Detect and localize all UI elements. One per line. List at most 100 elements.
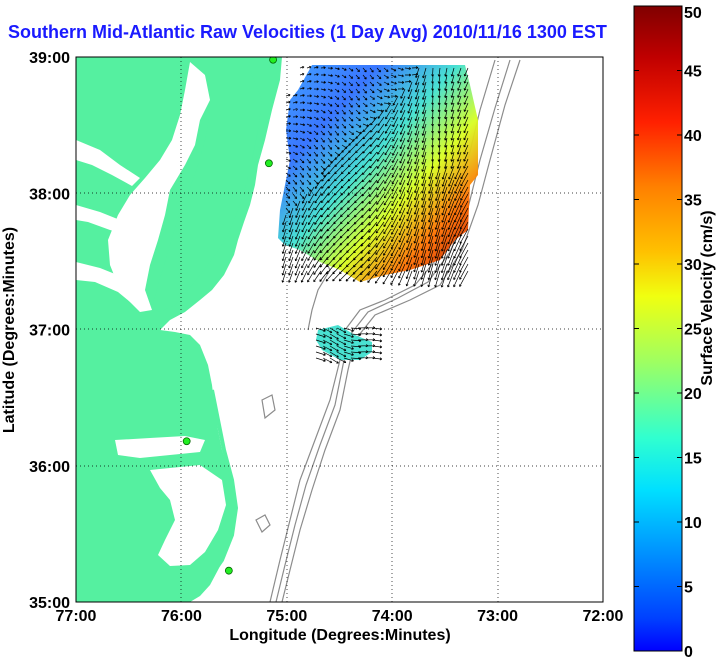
velocity-arrow <box>407 81 413 92</box>
velocity-arrow <box>315 327 326 332</box>
velocity-arrow <box>285 93 291 97</box>
velocity-arrow <box>362 88 367 94</box>
velocity-arrow <box>414 137 420 150</box>
velocity-arrow <box>376 186 385 198</box>
velocity-arrow <box>457 116 462 127</box>
velocity-arrow <box>329 333 339 340</box>
velocity-arrow <box>292 122 299 126</box>
velocity-arrow <box>392 144 399 156</box>
velocity-arrow <box>463 158 469 169</box>
velocity-arrow <box>327 95 333 100</box>
velocity-arrow <box>343 345 354 350</box>
velocity-arrow <box>362 116 369 121</box>
velocity-arrow <box>320 80 326 84</box>
velocity-arrow <box>414 144 420 158</box>
velocity-arrow <box>435 172 441 187</box>
velocity-arrow <box>299 144 305 149</box>
plot-area <box>76 57 603 602</box>
york-james-rivers <box>76 262 145 306</box>
velocity-arrow <box>295 228 301 240</box>
velocity-arrow <box>341 81 347 86</box>
velocity-arrow <box>369 144 378 155</box>
y-tick-label: 37:00 <box>29 323 70 340</box>
velocity-arrow <box>288 207 294 218</box>
velocity-arrow <box>406 228 413 244</box>
velocity-arrow <box>441 186 448 202</box>
velocity-arrow <box>463 130 469 141</box>
velocity-vectors <box>281 65 469 364</box>
x-tick-label: 73:00 <box>477 608 518 625</box>
velocity-arrow <box>414 158 420 172</box>
velocity-arrow <box>456 151 462 162</box>
velocity-arrow <box>391 172 399 185</box>
velocity-arrow <box>334 81 340 85</box>
velocity-arrow <box>306 165 311 171</box>
velocity-arrow <box>414 130 420 143</box>
velocity-arrow <box>355 95 360 101</box>
velocity-arrow <box>414 116 420 129</box>
x-tick-label: 74:00 <box>372 608 413 625</box>
velocity-arrow <box>307 228 315 240</box>
velocity-arrow <box>427 228 434 245</box>
delmarva-peninsula <box>152 70 262 312</box>
velocity-arrow <box>292 144 299 148</box>
velocity-arrow <box>385 102 392 113</box>
velocity-arrow <box>413 249 420 266</box>
velocity-arrow <box>421 193 427 208</box>
velocity-arrow <box>299 123 306 127</box>
velocity-arrow <box>292 158 298 163</box>
velocity-arrow <box>376 179 385 191</box>
velocity-arrow <box>398 207 406 221</box>
velocity-arrow <box>382 263 392 278</box>
velocity-arrow <box>463 137 469 148</box>
velocity-arrow <box>314 207 322 218</box>
velocity-arrow <box>314 221 322 232</box>
velocity-arrow <box>374 270 385 284</box>
velocity-arrow <box>448 165 455 180</box>
velocity-arrow <box>306 123 312 127</box>
velocity-arrow <box>405 249 413 265</box>
velocity-arrow <box>399 179 406 193</box>
velocity-arrow <box>334 144 340 150</box>
velocity-arrow <box>415 67 420 78</box>
velocity-arrow <box>463 88 469 98</box>
velocity-arrow <box>428 207 434 223</box>
velocity-arrow <box>407 130 413 143</box>
velocity-arrow <box>427 249 434 266</box>
velocity-arrow <box>384 144 392 156</box>
velocity-arrow <box>295 214 301 226</box>
velocity-arrow <box>292 200 298 207</box>
velocity-arrow <box>375 235 385 248</box>
velocity-arrow <box>281 263 287 276</box>
velocity-arrow <box>288 228 294 240</box>
velocity-arrow <box>322 333 333 340</box>
velocity-arrow <box>313 228 322 240</box>
velocity-arrow <box>370 116 378 126</box>
velocity-arrow <box>427 263 434 281</box>
velocity-arrow <box>406 235 413 251</box>
velocity-arrow <box>359 270 371 283</box>
velocity-arrow <box>334 95 340 100</box>
velocity-arrow <box>392 137 399 149</box>
velocity-arrow <box>334 137 340 143</box>
velocity-arrow <box>292 108 298 111</box>
velocity-arrow <box>352 270 364 282</box>
velocity-arrow <box>383 207 392 220</box>
velocity-arrow <box>322 351 333 358</box>
velocity-arrow <box>413 193 420 208</box>
velocity-arrow <box>376 151 385 162</box>
velocity-arrow <box>413 200 420 215</box>
velocity-arrow <box>320 66 326 70</box>
velocity-arrow <box>314 193 322 204</box>
velocity-arrow <box>327 109 333 114</box>
velocity-arrow <box>421 137 427 151</box>
velocity-arrow <box>444 137 448 148</box>
velocity-arrow <box>397 67 404 71</box>
velocity-arrow <box>375 221 385 234</box>
velocity-arrow <box>315 339 326 344</box>
velocity-arrow <box>447 242 455 259</box>
velocity-arrow <box>390 270 399 286</box>
velocity-arrow <box>441 200 448 216</box>
velocity-arrow <box>421 88 427 100</box>
velocity-arrow <box>313 95 320 98</box>
